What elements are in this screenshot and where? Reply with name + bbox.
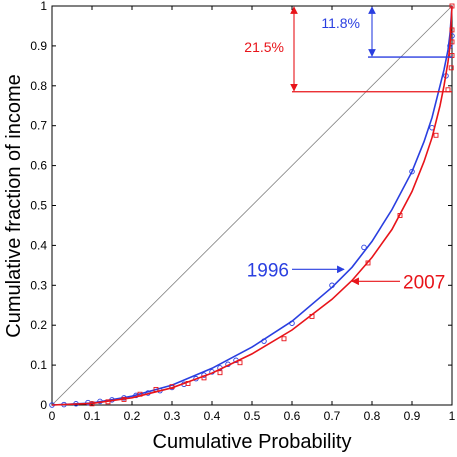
data-point-1996 (329, 282, 335, 289)
equality-line (51, 5, 453, 406)
data-point-2007 (449, 3, 455, 9)
y-tick-label: 0.2 (30, 318, 47, 332)
data-point-2007 (137, 391, 143, 397)
data-point-2007 (169, 384, 175, 390)
data-point-2007 (105, 399, 111, 405)
y-tick-label: 1 (40, 0, 47, 13)
x-tick-label: 1 (449, 409, 456, 423)
x-tick-label: 0.7 (324, 409, 341, 423)
annotations: 21.5% 11.8% 1996 2007 (244, 6, 452, 293)
series-layer (49, 3, 455, 408)
data-point-2007 (365, 260, 371, 266)
y-tick-label: 0.1 (30, 358, 47, 372)
data-point-2007 (433, 132, 439, 138)
axes: 0 0.1 0.2 0.3 0.4 0.5 0.6 0.7 0.8 0.9 1 0 0.1 0.2 0.3 0… (30, 0, 455, 423)
series-2007 (51, 3, 455, 407)
data-point-1996 (289, 320, 295, 326)
y-tick-label: 0.5 (30, 199, 47, 213)
data-point-2007 (449, 27, 455, 33)
data-point-2007 (448, 65, 454, 71)
data-point-2007 (217, 370, 223, 376)
x-tick-label: 0.6 (284, 409, 301, 423)
x-tick-label: 0.5 (244, 409, 261, 423)
data-point-2007 (185, 381, 191, 386)
data-point-2007 (89, 401, 95, 407)
y-axis-label: Cumulative fraction of income (3, 74, 25, 337)
gap-label-2007: 21.5% (244, 39, 284, 55)
data-point-1996 (409, 168, 415, 175)
series-label-1996: 1996 (247, 260, 289, 281)
series-label-2007: 2007 (403, 272, 445, 293)
data-point-2007 (449, 39, 455, 45)
data-point-2007 (201, 375, 207, 381)
x-axis-label: Cumulative Probability (153, 431, 352, 453)
data-point-2007 (397, 213, 403, 218)
data-point-2007 (153, 386, 159, 392)
series-line-2007 (51, 5, 453, 406)
y-tick-label: 0.6 (30, 159, 47, 173)
x-tick-label: 0.4 (204, 409, 221, 423)
y-tick-label: 0.4 (30, 238, 47, 252)
data-point-2007 (121, 396, 127, 402)
x-tick-label: 0.3 (164, 409, 181, 423)
x-tick-label: 0.2 (124, 409, 141, 423)
y-tick-label: 0.8 (30, 79, 47, 93)
data-point-2007 (309, 313, 315, 319)
y-tick-label: 0.3 (30, 278, 47, 292)
x-tick-label: 0.8 (364, 409, 381, 423)
data-point-1996 (361, 244, 367, 251)
y-tick-label: 0 (40, 398, 47, 412)
x-tick-label: 0 (49, 409, 56, 423)
data-point-2007 (281, 336, 287, 342)
data-point-2007 (237, 360, 243, 366)
x-tick-label: 0.9 (404, 409, 421, 423)
gap-label-1996: 11.8% (321, 15, 360, 31)
y-tick-label: 0.7 (30, 119, 47, 133)
x-tick-label: 0.1 (84, 409, 101, 423)
equality-diagonal (51, 5, 453, 406)
y-tick-label: 0.9 (30, 39, 47, 53)
data-point-1996 (261, 338, 267, 344)
